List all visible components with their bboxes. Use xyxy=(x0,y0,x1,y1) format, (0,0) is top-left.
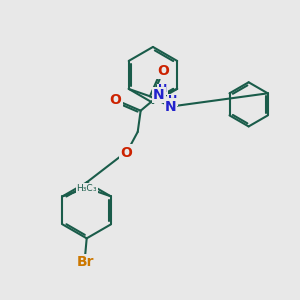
Text: H: H xyxy=(168,95,177,105)
Text: O: O xyxy=(110,92,122,106)
Text: N: N xyxy=(153,88,165,102)
Text: O: O xyxy=(157,64,169,78)
Text: Br: Br xyxy=(76,256,94,269)
Text: O: O xyxy=(120,146,132,160)
Text: CH₃: CH₃ xyxy=(81,184,98,193)
Text: H: H xyxy=(158,85,167,94)
Text: H₃C: H₃C xyxy=(76,184,93,193)
Text: N: N xyxy=(165,100,176,114)
